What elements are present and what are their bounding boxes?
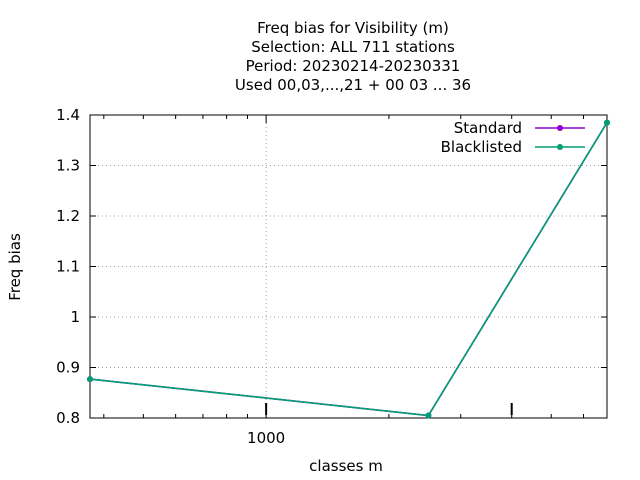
- title-line-3: Period: 20230214-20230331: [246, 57, 461, 75]
- y-axis-label: Freq bias: [6, 233, 24, 301]
- y-tick-label: 1: [70, 308, 80, 326]
- title-line-1: Freq bias for Visibility (m): [257, 19, 449, 37]
- tick-labels: 0.8 0.9 1 1.1 1.2 1.3 1.4 1000: [56, 106, 285, 447]
- axis-ticks: [90, 114, 607, 419]
- chart-title: Freq bias for Visibility (m) Selection: …: [235, 19, 471, 94]
- y-tick-label: 1.1: [56, 258, 80, 276]
- x-tick-label: 1000: [247, 429, 285, 447]
- series-line-blacklisted: [89, 122, 608, 417]
- y-tick-label: 1.3: [56, 157, 80, 175]
- legend-label-blacklisted: Blacklisted: [441, 138, 522, 156]
- grid-lines: [90, 115, 607, 418]
- legend-marker-standard: [557, 125, 563, 131]
- y-tick-label: 1.2: [56, 207, 80, 225]
- legend-label-standard: Standard: [454, 119, 522, 137]
- y-tick-label: 0.8: [56, 409, 80, 427]
- legend-marker-blacklisted: [557, 144, 563, 150]
- y-tick-label: 1.4: [56, 106, 80, 124]
- series-layer: [87, 119, 610, 419]
- series-point-blacklisted: [604, 119, 610, 126]
- series-point-blacklisted: [425, 412, 432, 419]
- title-line-4: Used 00,03,...,21 + 00 03 ... 36: [235, 76, 471, 94]
- series-point-blacklisted: [87, 376, 93, 383]
- title-line-2: Selection: ALL 711 stations: [251, 38, 455, 56]
- x-axis-label: classes m: [309, 457, 383, 475]
- plot-frame: [89, 114, 608, 419]
- series-line-standard: [89, 122, 608, 417]
- y-tick-label: 0.9: [56, 359, 80, 377]
